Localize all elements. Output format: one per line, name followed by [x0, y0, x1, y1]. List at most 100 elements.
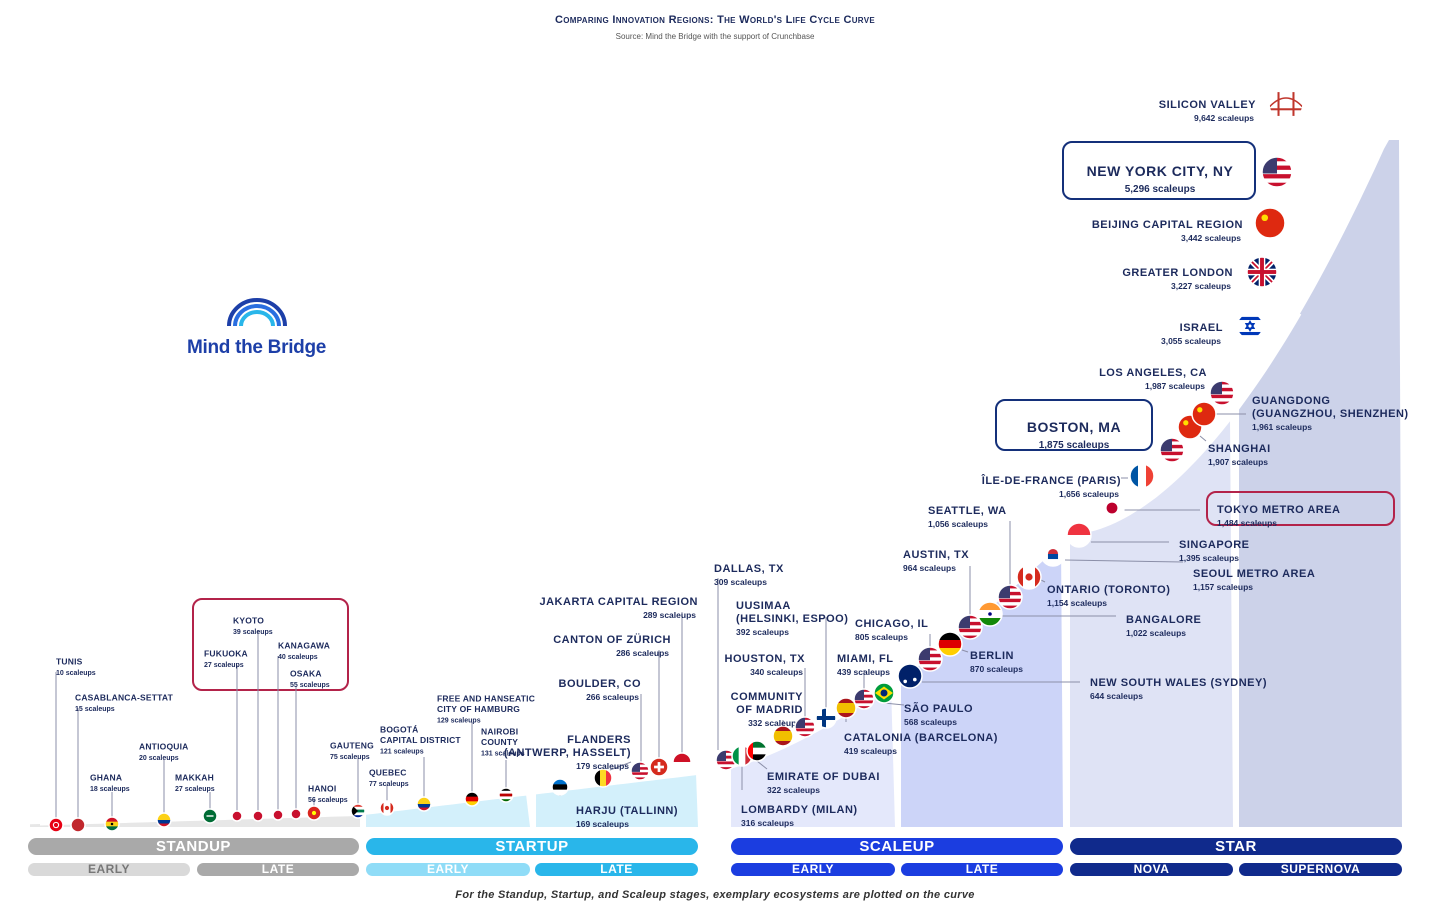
label-boulder-co: BOULDER, CO — [559, 678, 642, 690]
flag-austin-tx — [957, 614, 983, 640]
stage-scaleup: SCALEUP — [731, 838, 1063, 855]
value-makkah: 27 scaleups — [175, 786, 215, 793]
substage-startup-early: EARLY — [366, 863, 530, 876]
flag-catalonia-barcelona — [835, 697, 857, 719]
label-houston-tx: HOUSTON, TX — [725, 653, 806, 665]
flag-hanoi — [306, 805, 322, 821]
value-beijing-capital-region: 3,442 scaleups — [1181, 233, 1241, 243]
footnote: For the Standup, Startup, and Scaleup st… — [455, 889, 975, 901]
label-dallas-tx: DALLAS, TX — [714, 563, 784, 575]
value-boulder-co: 266 scaleups — [586, 692, 639, 702]
flag-guangdong-guangzhou-shenzhen — [1191, 401, 1217, 427]
flag-le-de-france-paris — [1129, 463, 1155, 489]
stage-standup: STANDUP — [28, 838, 359, 855]
flag-community-of-madrid — [772, 725, 794, 747]
flag-tokyo-metro-area — [1099, 495, 1125, 521]
label-guangdong-guangzhou-shenzhen: GUANGDONG — [1252, 395, 1330, 407]
label-gauteng: GAUTENG — [330, 741, 374, 751]
value-berlin: 870 scaleups — [970, 664, 1023, 674]
flag-s-o-paulo — [873, 682, 895, 704]
value-hanoi: 56 scaleups — [308, 797, 348, 804]
label-bogot-capital-district-1: CAPITAL DISTRICT — [380, 735, 461, 745]
value-catalonia-barcelona: 419 scaleups — [844, 746, 897, 756]
flag-houston-tx — [794, 716, 816, 738]
value-gauteng: 75 scaleups — [330, 754, 370, 761]
flag-antioquia — [156, 812, 172, 828]
value-nairobi-county: 131 scaleups — [481, 751, 525, 758]
label-quebec: QUEBEC — [369, 768, 407, 778]
label-israel: ISRAEL — [1180, 322, 1223, 334]
substage-scaleup-early: EARLY — [731, 863, 895, 876]
flag-gauteng — [350, 803, 366, 819]
label-jakarta-capital-region: JAKARTA CAPITAL REGION — [540, 596, 699, 608]
value-seattle-wa: 1,056 scaleups — [928, 519, 988, 529]
label-le-de-france-paris: ÎLE-DE-FRANCE (PARIS) — [981, 474, 1121, 487]
scaleup-late-area — [901, 541, 1063, 827]
label-berlin: BERLIN — [970, 650, 1014, 662]
value-shanghai: 1,907 scaleups — [1208, 457, 1268, 467]
value-uusimaa-helsinki-espoo: 392 scaleups — [736, 627, 789, 637]
flag-ghana — [104, 816, 120, 832]
flag-tunis — [48, 817, 64, 833]
label-singapore: SINGAPORE — [1179, 539, 1250, 551]
leader-line-emirate-of-dubai — [756, 760, 768, 770]
chart-subtitle: Source: Mind the Bridge with the support… — [615, 32, 815, 41]
label-s-o-paulo: SÃO PAULO — [904, 702, 973, 715]
value-new-york-city-ny: 5,296 scaleups — [1125, 184, 1196, 195]
label-community-of-madrid: COMMUNITY — [731, 691, 803, 703]
label-seoul-metro-area: SEOUL METRO AREA — [1193, 568, 1315, 580]
label-casablanca-settat: CASABLANCA-SETTAT — [75, 693, 174, 703]
flag-boulder-co — [630, 761, 650, 781]
substage-startup-late: LATE — [535, 863, 698, 876]
label-uusimaa-helsinki-espoo: UUSIMAA — [736, 600, 791, 612]
label-new-york-city-ny: NEW YORK CITY, NY — [1087, 163, 1234, 179]
flag-uusimaa-helsinki-espoo — [815, 707, 837, 729]
value-free-and-hanseatic-city-of-hamburg: 129 scaleups — [437, 718, 481, 725]
flag-kanagawa — [272, 809, 284, 821]
label-harju-tallinn: HARJU (TALLINN) — [576, 805, 678, 817]
logo-text: Mind the Bridge — [187, 337, 327, 358]
value-quebec: 77 scaleups — [369, 781, 409, 788]
label-free-and-hanseatic-city-of-hamburg-1: CITY OF HAMBURG — [437, 704, 520, 714]
value-harju-tallinn: 169 scaleups — [576, 819, 629, 829]
label-chicago-il: CHICAGO, IL — [855, 618, 928, 630]
flag-israel — [1236, 312, 1264, 340]
label-miami-fl: MIAMI, FL — [837, 653, 893, 665]
flag-chicago-il — [917, 646, 943, 672]
label-canton-of-z-rich: CANTON OF ZÜRICH — [553, 633, 671, 646]
flag-kyoto — [252, 810, 264, 822]
flag-bangalore — [977, 601, 1003, 627]
flag-singapore — [1066, 522, 1092, 548]
value-bangalore: 1,022 scaleups — [1126, 628, 1186, 638]
substage-standup-early: EARLY — [28, 863, 190, 876]
leader-line-seoul-metro-area — [1064, 559, 1184, 563]
stage-startup: STARTUP — [366, 838, 698, 855]
highlight-box-new-york — [1062, 141, 1256, 200]
label-antioquia: ANTIOQUIA — [139, 742, 189, 752]
flag-osaka — [290, 808, 302, 820]
flag-casablanca-settat — [70, 817, 86, 833]
leader-line-s-o-paulo — [883, 702, 905, 706]
leader-line-berlin — [961, 649, 969, 653]
flag-free-and-hanseatic-city-of-hamburg — [464, 791, 480, 807]
flag-canton-of-z-rich — [649, 757, 669, 777]
scaleup-early-area — [731, 684, 895, 827]
star-nova-area — [1070, 418, 1233, 827]
value-silicon-valley: 9,642 scaleups — [1194, 113, 1254, 123]
value-ghana: 18 scaleups — [90, 786, 130, 793]
value-tokyo-metro-area: 1,484 scaleups — [1217, 518, 1277, 528]
value-miami-fl: 439 scaleups — [837, 667, 890, 677]
label-kanagawa: KANAGAWA — [278, 641, 330, 651]
startup-early-area — [366, 794, 530, 827]
value-singapore: 1,395 scaleups — [1179, 553, 1239, 563]
flag-jakarta-capital-region — [672, 752, 692, 772]
label-silicon-valley: SILICON VALLEY — [1159, 99, 1256, 111]
flag-seoul-metro-area — [1040, 541, 1066, 567]
value-ontario-toronto: 1,154 scaleups — [1047, 598, 1107, 608]
value-casablanca-settat: 15 scaleups — [75, 706, 115, 713]
flag-silicon-valley — [1268, 86, 1304, 122]
label-nairobi-county: NAIROBI — [481, 727, 518, 737]
label-ghana: GHANA — [90, 773, 122, 783]
flag-greater-london — [1246, 256, 1278, 288]
